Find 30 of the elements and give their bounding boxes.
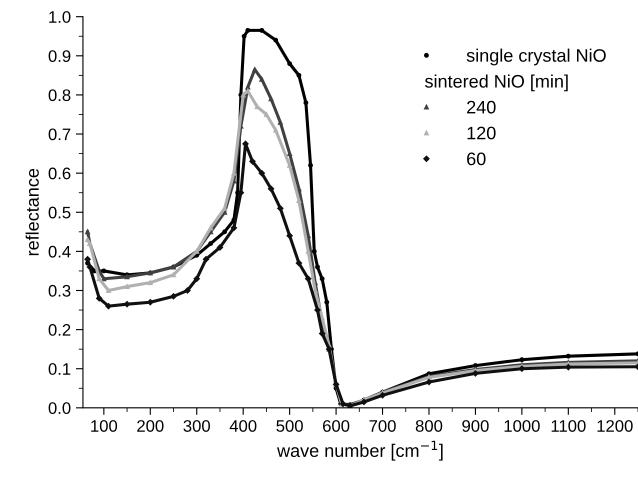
x-tick-label: 600 — [323, 420, 350, 432]
y-axis-title: reflectance — [26, 168, 39, 256]
x-tick-label: 200 — [137, 420, 164, 432]
y-tick-label: 1.0 — [49, 11, 70, 23]
y-tick-label: 0.6 — [48, 168, 70, 180]
legend-label: 120 — [468, 126, 496, 140]
y-tick-label: 0.8 — [48, 89, 70, 102]
x-tick-label: 800 — [416, 420, 442, 432]
y-tick-label: 0.7 — [48, 128, 70, 140]
legend-label: single crystal NiO — [466, 48, 606, 66]
x-tick-label: 500 — [276, 420, 303, 432]
x-tick-label: 1000 — [504, 420, 540, 432]
legend-label: 60 — [467, 152, 486, 166]
y-tick-label: 0.5 — [48, 206, 70, 218]
y-tick-label: 0.4 — [48, 246, 71, 258]
x-tick-label: 100 — [91, 420, 118, 432]
y-tick-label: 0.0 — [48, 402, 70, 414]
y-tick-label: 0.9 — [48, 50, 70, 62]
x-tick-label: 900 — [462, 420, 489, 432]
x-tick-label: 300 — [183, 420, 210, 432]
x-tick-label: 1200 — [598, 420, 633, 432]
x-tick-label: 400 — [230, 420, 256, 432]
y-tick-label: 0.3 — [48, 284, 70, 297]
x-tick-label: 700 — [369, 420, 396, 432]
x-tick-label: 1100 — [552, 420, 586, 432]
legend-title: sintered NiO [min] — [425, 74, 568, 92]
y-tick-label: 0.2 — [48, 324, 70, 336]
y-tick-label: 0.1 — [48, 363, 70, 375]
legend-label: 240 — [467, 100, 496, 114]
x-axis-title: wave number [cm$^{−1}$] — [277, 440, 443, 461]
